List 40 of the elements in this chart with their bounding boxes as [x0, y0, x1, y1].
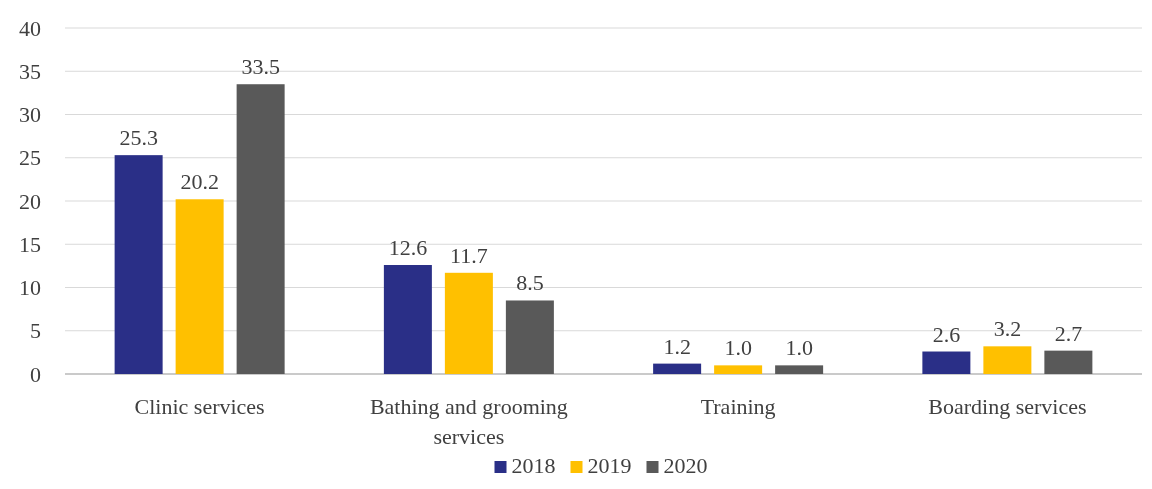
bar: [714, 365, 763, 374]
bar: [114, 155, 163, 374]
data-label: 3.2: [993, 316, 1022, 342]
bar: [444, 272, 493, 374]
bar: [922, 351, 971, 374]
x-tick-label: Training: [700, 394, 776, 419]
y-tick-label: 20: [19, 188, 41, 214]
data-label: 2.7: [1054, 320, 1083, 346]
bar: [653, 363, 702, 374]
y-tick-label: 15: [19, 231, 41, 257]
data-label: 1.2: [663, 333, 691, 359]
y-tick-label: 5: [30, 318, 41, 344]
x-tick-label: Boarding services: [928, 394, 1087, 419]
y-tick-label: 40: [19, 15, 41, 41]
y-tick-label: 10: [19, 275, 41, 301]
x-tick-label: Clinic services: [134, 394, 265, 419]
data-label: 12.6: [388, 235, 428, 261]
bar: [383, 265, 432, 374]
legend-label: 2020: [663, 453, 708, 478]
data-label: 2.6: [932, 321, 961, 347]
x-tick-label: Bathing and grooming services: [369, 394, 568, 449]
data-label: 1.0: [724, 335, 752, 361]
y-tick-label: 0: [30, 361, 41, 387]
legend-label: 2019: [587, 453, 632, 478]
data-label: 1.0: [785, 335, 813, 361]
data-label: 33.5: [241, 54, 280, 80]
legend-label: 2018: [511, 453, 556, 478]
bar: [775, 365, 824, 374]
y-tick-label: 25: [19, 145, 41, 171]
data-label: 11.7: [450, 242, 488, 268]
y-tick-label: 30: [19, 102, 41, 128]
data-label: 20.2: [180, 169, 219, 195]
bar: [983, 346, 1032, 374]
bar: [1044, 350, 1093, 374]
y-tick-label: 35: [19, 58, 41, 84]
data-label: 25.3: [119, 125, 158, 151]
data-label: 8.5: [516, 270, 544, 296]
bar: [175, 199, 224, 374]
bar: [505, 300, 554, 374]
bar: [236, 84, 285, 374]
